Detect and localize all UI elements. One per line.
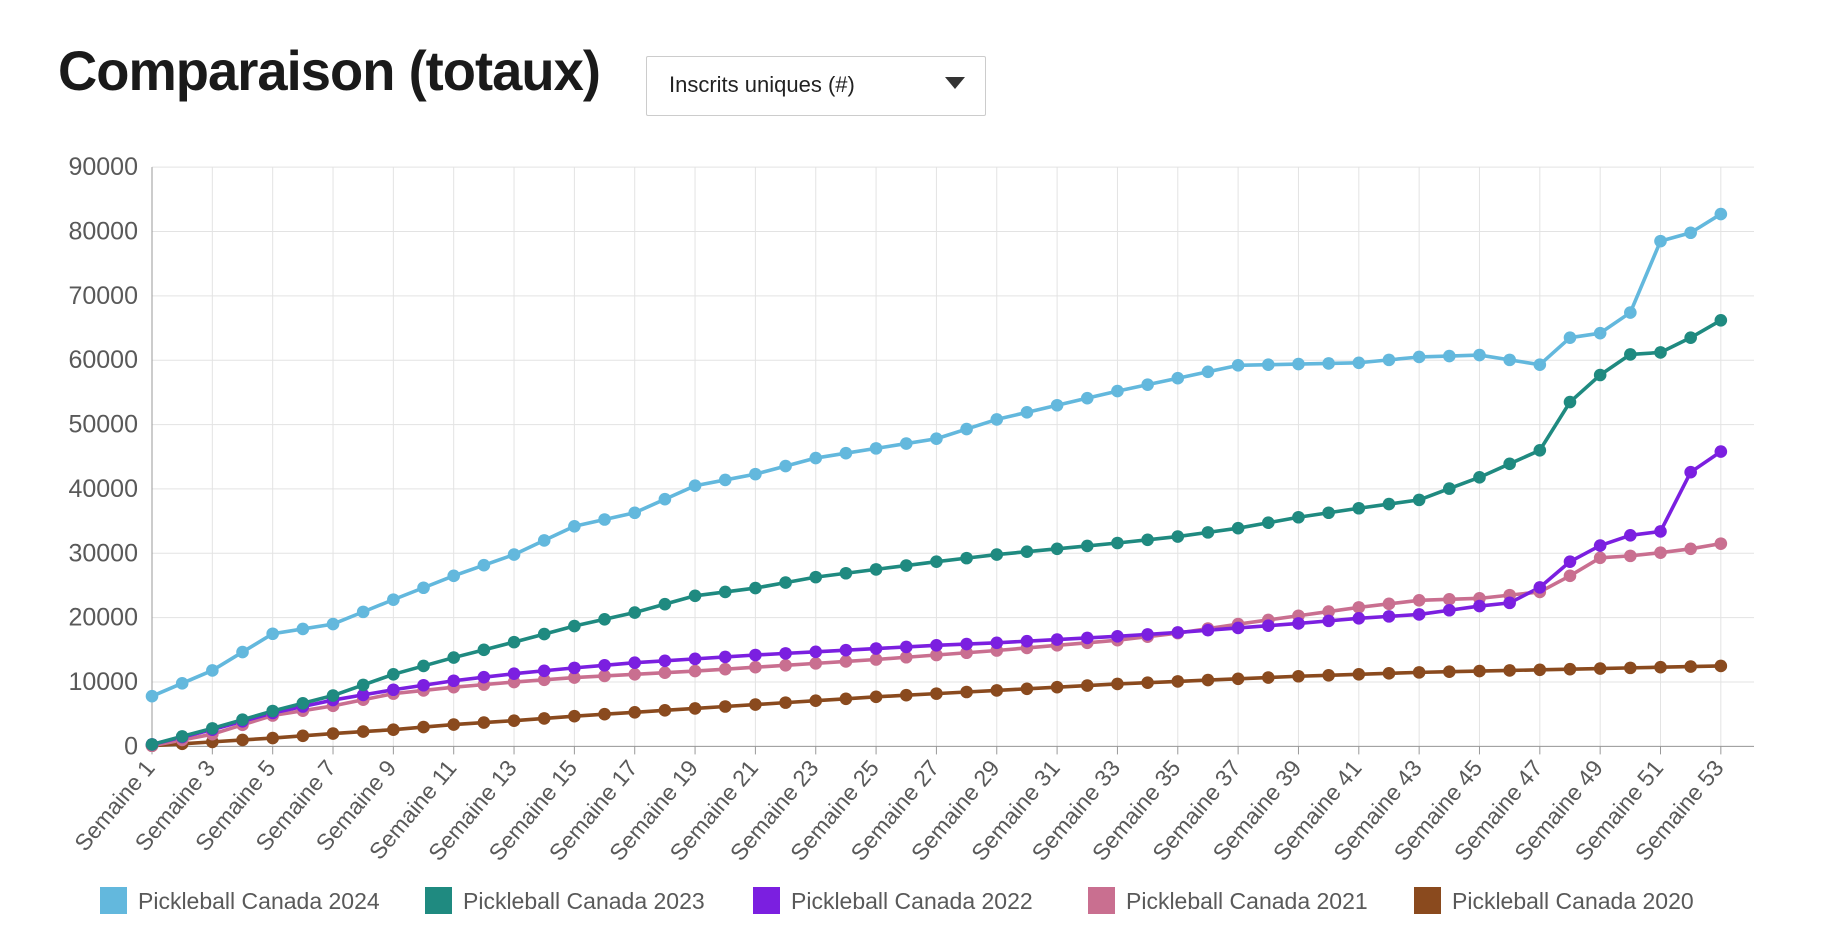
svg-text:30000: 30000 [68,539,138,567]
svg-text:50000: 50000 [68,411,138,439]
svg-text:60000: 60000 [68,346,138,374]
svg-text:40000: 40000 [68,475,138,503]
svg-text:70000: 70000 [68,282,138,310]
svg-text:20000: 20000 [68,604,138,632]
svg-text:90000: 90000 [68,153,138,181]
svg-text:0: 0 [124,732,138,760]
svg-text:10000: 10000 [68,668,138,696]
svg-text:80000: 80000 [68,217,138,245]
